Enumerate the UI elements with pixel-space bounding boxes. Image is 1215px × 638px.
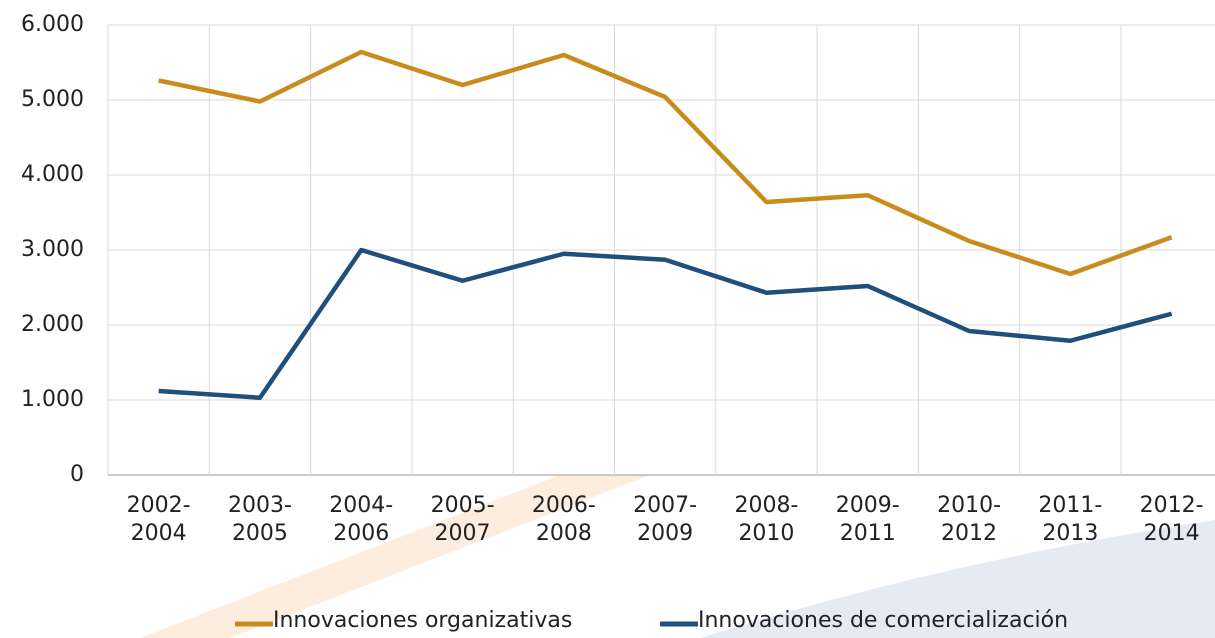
series-line — [158, 49, 1173, 277]
x-tick-label: 2009- 2011 — [835, 493, 900, 546]
decor-arc — [700, 520, 1215, 638]
y-tick-label: 1.000 — [21, 387, 84, 412]
y-tick-label: 6.000 — [21, 12, 84, 37]
y-tick-label: 2.000 — [21, 312, 84, 337]
x-tick-label: 2010- 2012 — [937, 493, 1002, 546]
y-tick-label: 3.000 — [21, 237, 84, 262]
x-tick-label: 2004- 2006 — [329, 493, 394, 546]
series-line — [158, 247, 1173, 400]
legend-label: Innovaciones de comercialización — [698, 608, 1069, 633]
legend-label: Innovaciones organizativas — [273, 608, 573, 633]
x-tick-label: 2003- 2005 — [227, 493, 292, 546]
x-tick-label: 2012- 2014 — [1139, 493, 1204, 546]
decor-stripe — [140, 475, 650, 638]
y-tick-label: 0 — [70, 462, 84, 487]
x-tick-label: 2011- 2013 — [1038, 493, 1103, 546]
x-tick-label: 2008- 2010 — [734, 493, 799, 546]
x-tick-label: 2005- 2007 — [430, 493, 495, 546]
x-tick-label: 2006- 2008 — [531, 493, 596, 546]
x-tick-label: 2007- 2009 — [633, 493, 698, 546]
x-tick-label: 2002- 2004 — [126, 493, 191, 546]
y-tick-label: 4.000 — [21, 162, 84, 187]
y-tick-label: 5.000 — [21, 87, 84, 112]
